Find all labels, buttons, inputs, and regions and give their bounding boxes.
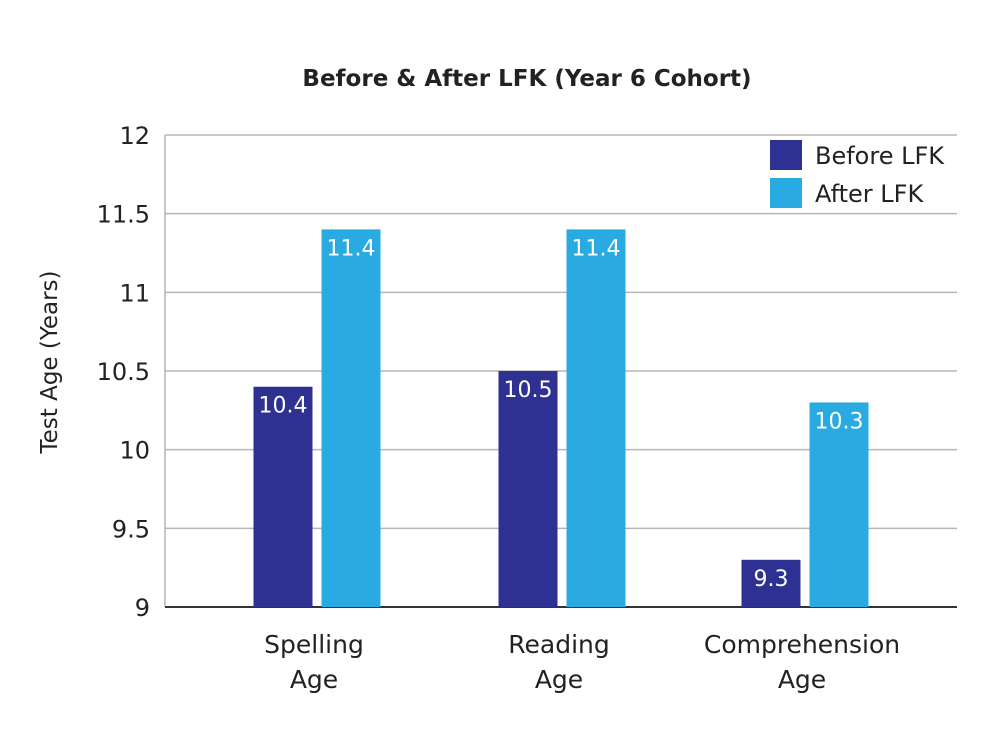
y-tick-label: 9.5 [112, 515, 150, 543]
bar-before [498, 371, 558, 607]
legend: Before LFK After LFK [770, 140, 945, 208]
x-category-label: Reading [508, 630, 609, 659]
y-tick-label: 9 [135, 594, 150, 622]
bar-data-label: 10.3 [815, 409, 864, 434]
y-axis-label: Test Age (Years) [37, 270, 63, 454]
bar-before [253, 386, 313, 607]
bar-before [741, 559, 801, 607]
bars: 10.4 10.5 9.3 11.4 11.4 10.3 [253, 229, 869, 607]
bar-after [321, 229, 381, 607]
x-category-label: Spelling [264, 630, 364, 659]
bar-data-label: 9.3 [754, 567, 789, 592]
y-ticks: 9 9.5 10 10.5 11 11.5 12 [97, 122, 150, 622]
x-category-label: Age [535, 665, 583, 694]
bar-data-label: 10.4 [259, 394, 308, 419]
bar-data-label: 11.4 [327, 236, 376, 261]
x-category-label: Age [290, 665, 338, 694]
y-tick-label: 10 [119, 437, 150, 465]
x-category-label: Age [778, 665, 826, 694]
bar-data-label: 11.4 [572, 236, 621, 261]
y-tick-label: 11 [119, 279, 150, 307]
legend-swatch [770, 140, 802, 170]
x-categories: Spelling Age Reading Age Comprehension Age [264, 630, 900, 694]
bar-after [809, 402, 869, 607]
bar-data-label: 10.5 [504, 378, 553, 403]
y-tick-label: 11.5 [97, 201, 150, 229]
y-tick-label: 10.5 [97, 358, 150, 386]
chart-title: Before & After LFK (Year 6 Cohort) [302, 66, 751, 92]
legend-swatch [770, 178, 802, 208]
bar-after [566, 229, 626, 607]
legend-label: After LFK [815, 180, 924, 208]
x-category-label: Comprehension [704, 630, 900, 659]
legend-label: Before LFK [815, 142, 945, 170]
y-tick-label: 12 [119, 122, 150, 150]
